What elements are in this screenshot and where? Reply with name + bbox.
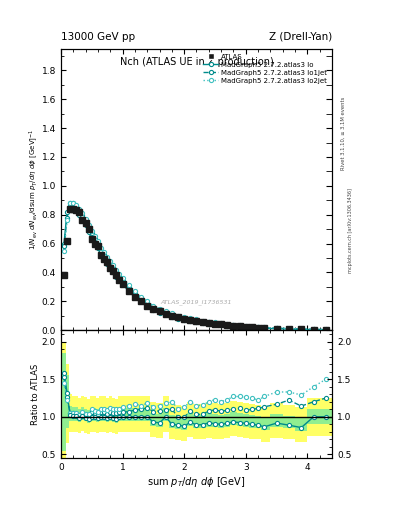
- Text: 13000 GeV pp: 13000 GeV pp: [61, 32, 135, 42]
- Y-axis label: $1/N_\mathregular{ev}\ dN_\mathregular{ev}/\mathregular{dsum}\ p_T/d\eta\ d\phi\: $1/N_\mathregular{ev}\ dN_\mathregular{e…: [28, 129, 40, 250]
- Text: Z (Drell-Yan): Z (Drell-Yan): [269, 32, 332, 42]
- Text: Rivet 3.1.10, ≥ 3.1M events: Rivet 3.1.10, ≥ 3.1M events: [341, 96, 346, 170]
- Y-axis label: Ratio to ATLAS: Ratio to ATLAS: [31, 364, 40, 425]
- Text: Nch (ATLAS UE in Z production): Nch (ATLAS UE in Z production): [119, 57, 274, 67]
- Text: mcplots.cern.ch [arXiv:1306.3436]: mcplots.cern.ch [arXiv:1306.3436]: [348, 188, 353, 273]
- Legend: ATLAS, MadGraph5 2.7.2.atlas3 lo, MadGraph5 2.7.2.atlas3 lo1jet, MadGraph5 2.7.2: ATLAS, MadGraph5 2.7.2.atlas3 lo, MadGra…: [202, 52, 329, 85]
- Text: ATLAS_2019_I1736531: ATLAS_2019_I1736531: [161, 299, 232, 305]
- X-axis label: sum $p_T/d\eta\ d\phi$ [GeV]: sum $p_T/d\eta\ d\phi$ [GeV]: [147, 475, 246, 489]
